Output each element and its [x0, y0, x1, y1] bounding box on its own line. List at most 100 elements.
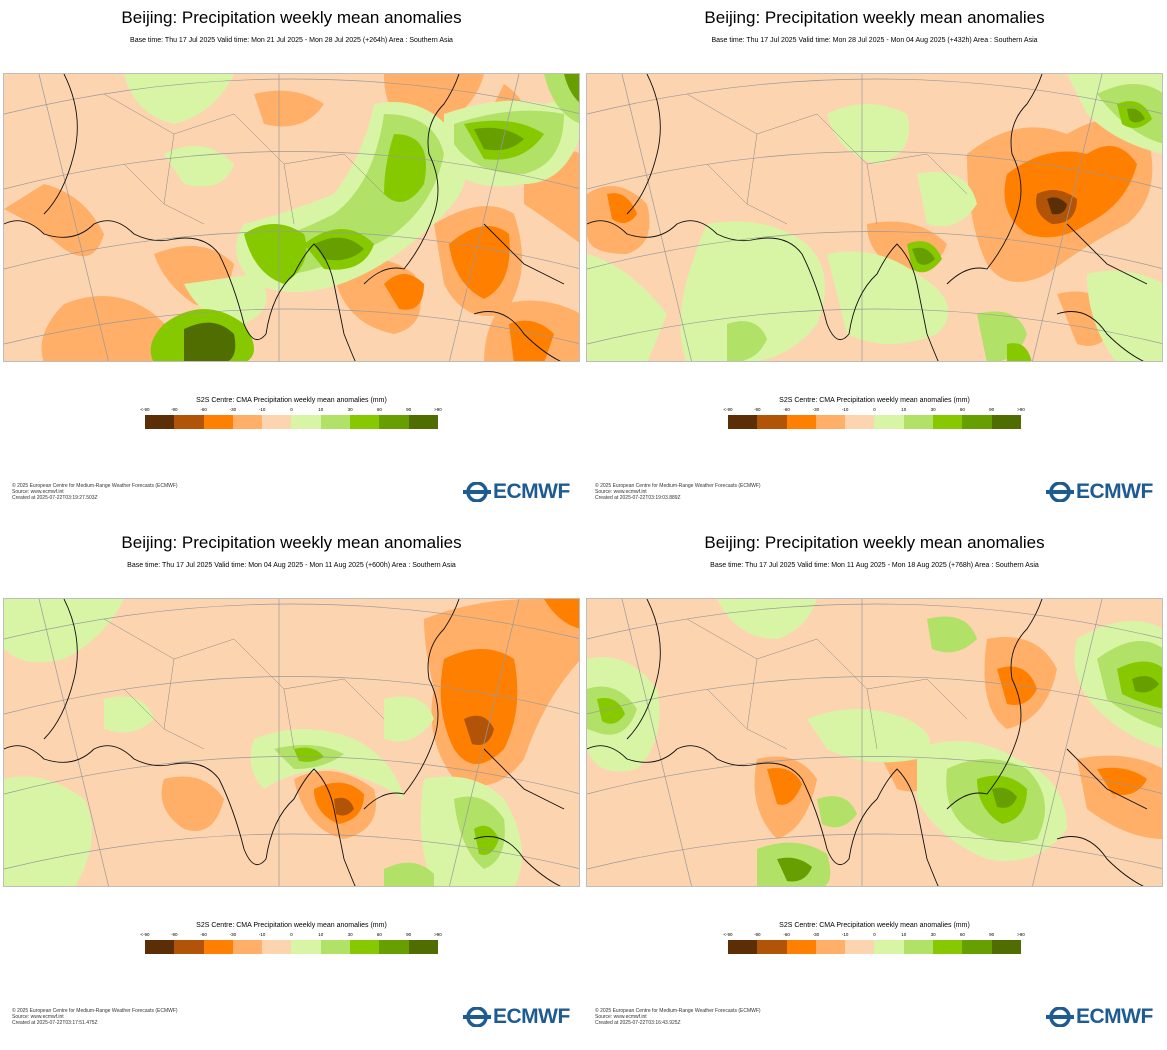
ecmwf-logo-icon — [463, 482, 491, 502]
footer-source: Source: www.ecmwf.int — [12, 1014, 64, 1020]
legend-swatch — [933, 940, 963, 954]
footer-source: Source: www.ecmwf.int — [595, 1014, 647, 1020]
legend-tick: 0 — [290, 932, 293, 937]
legend-tick: 90 — [989, 932, 995, 937]
legend-tick: 30 — [347, 932, 353, 937]
anomaly-map — [586, 598, 1163, 887]
legend-tick: >90 — [1017, 932, 1025, 937]
legend-tick: >90 — [434, 932, 442, 937]
legend-swatch — [962, 415, 992, 429]
legend-tick: 30 — [930, 407, 936, 412]
legend-tick: 0 — [873, 407, 876, 412]
legend-tick: -30 — [812, 407, 820, 412]
logo-text: ECMWF — [493, 480, 570, 503]
ecmwf-logo-icon — [463, 1007, 491, 1027]
legend-tick: -30 — [812, 932, 820, 937]
ecmwf-logo: ECMWF — [463, 480, 570, 503]
footer-copyright: © 2025 European Centre for Medium-Range … — [595, 1008, 761, 1014]
legend-swatch — [408, 940, 438, 954]
legend-tick: >90 — [434, 407, 442, 412]
map-panel-2: Beijing: Precipitation weekly mean anoma… — [583, 0, 1166, 525]
map-panel-4: Beijing: Precipitation weekly mean anoma… — [583, 525, 1166, 1050]
legend-swatch — [291, 415, 321, 429]
legend-tick: 90 — [989, 407, 995, 412]
footer-created: Created at 2025-07-22T03:19:27.503Z — [12, 495, 98, 501]
legend-swatch — [320, 940, 351, 954]
ecmwf-logo-icon — [1046, 1007, 1074, 1027]
legend-swatch — [320, 415, 351, 429]
legend-tick: 60 — [376, 407, 382, 412]
legend-tick: 0 — [873, 932, 876, 937]
footer-copyright: © 2025 European Centre for Medium-Range … — [12, 483, 178, 489]
legend-tick: 60 — [959, 932, 965, 937]
legend-swatch — [408, 415, 438, 429]
legend-tick: -60 — [783, 932, 790, 937]
panel-subtitle: Base time: Thu 17 Jul 2025 Valid time: M… — [710, 562, 1039, 569]
anomaly-map-graphic — [4, 74, 579, 361]
legend-tick: -30 — [229, 932, 237, 937]
footer-copyright: © 2025 European Centre for Medium-Range … — [595, 483, 761, 489]
legend-swatch — [874, 940, 904, 954]
legend-swatch — [145, 415, 175, 429]
legend-color-bar — [728, 415, 1021, 429]
legend-tick: -30 — [229, 407, 237, 412]
legend-swatch — [933, 415, 963, 429]
ecmwf-logo: ECMWF — [1046, 1005, 1153, 1028]
legend-swatch — [903, 940, 934, 954]
legend-swatch — [962, 940, 992, 954]
copyright-footer: © 2025 European Centre for Medium-Range … — [12, 483, 178, 501]
legend-swatch — [845, 415, 875, 429]
legend-tick: <-90 — [723, 407, 733, 412]
copyright-footer: © 2025 European Centre for Medium-Range … — [595, 483, 761, 501]
legend-swatch — [291, 940, 321, 954]
legend-swatch — [757, 415, 787, 429]
legend-tick: -10 — [258, 932, 266, 937]
footer-created: Created at 2025-07-22T03:19:03.889Z — [595, 495, 681, 501]
legend-swatch — [203, 415, 233, 429]
copyright-footer: © 2025 European Centre for Medium-Range … — [595, 1008, 761, 1026]
legend-tick: -90 — [171, 932, 178, 937]
colorbar-legend: S2S Centre: CMA Precipitation weekly mea… — [723, 397, 1025, 429]
panel-subtitle: Base time: Thu 17 Jul 2025 Valid time: M… — [130, 37, 453, 44]
legend-swatch — [262, 940, 292, 954]
legend-ticks: <-90 -90 -60 -30 -10 0 10 30 60 90 >90 — [140, 932, 441, 939]
legend-tick: <-90 — [140, 407, 150, 412]
legend-swatch — [174, 415, 204, 429]
legend-tick: 10 — [318, 932, 324, 937]
legend-swatch — [991, 415, 1021, 429]
legend-swatch — [350, 415, 380, 429]
legend-swatch — [728, 940, 758, 954]
logo-text: ECMWF — [493, 1005, 570, 1028]
legend-tick: -60 — [783, 407, 790, 412]
legend-color-bar — [145, 415, 438, 429]
map-panel-3: Beijing: Precipitation weekly mean anoma… — [0, 525, 583, 1050]
copyright-footer: © 2025 European Centre for Medium-Range … — [12, 1008, 178, 1026]
legend-ticks: <-90 -90 -60 -30 -10 0 10 30 60 90 >90 — [723, 932, 1024, 939]
legend-swatch — [786, 415, 816, 429]
legend-swatch — [815, 415, 846, 429]
legend-color-bar — [145, 940, 438, 954]
legend-title: S2S Centre: CMA Precipitation weekly mea… — [196, 922, 387, 929]
ecmwf-logo: ECMWF — [463, 1005, 570, 1028]
legend-swatch — [903, 415, 934, 429]
map-panel-1: Beijing: Precipitation weekly mean anoma… — [0, 0, 583, 525]
anomaly-map-graphic — [587, 599, 1162, 886]
legend-tick: >90 — [1017, 407, 1025, 412]
panel-title: Beijing: Precipitation weekly mean anoma… — [704, 533, 1045, 552]
legend-swatch — [757, 940, 787, 954]
legend-tick: 90 — [406, 932, 412, 937]
legend-swatch — [350, 940, 380, 954]
legend-ticks: <-90 -90 -60 -30 -10 0 10 30 60 90 >90 — [140, 407, 441, 414]
legend-swatch — [232, 940, 263, 954]
legend-swatch — [262, 415, 292, 429]
legend-swatch — [232, 415, 263, 429]
footer-source: Source: www.ecmwf.int — [12, 489, 64, 495]
panel-title: Beijing: Precipitation weekly mean anoma… — [121, 8, 462, 27]
legend-tick: 60 — [959, 407, 965, 412]
legend-swatch — [379, 940, 409, 954]
legend-tick: 0 — [290, 407, 293, 412]
legend-swatch — [991, 940, 1021, 954]
legend-swatch — [145, 940, 175, 954]
legend-swatch — [845, 940, 875, 954]
legend-tick: -90 — [171, 407, 178, 412]
